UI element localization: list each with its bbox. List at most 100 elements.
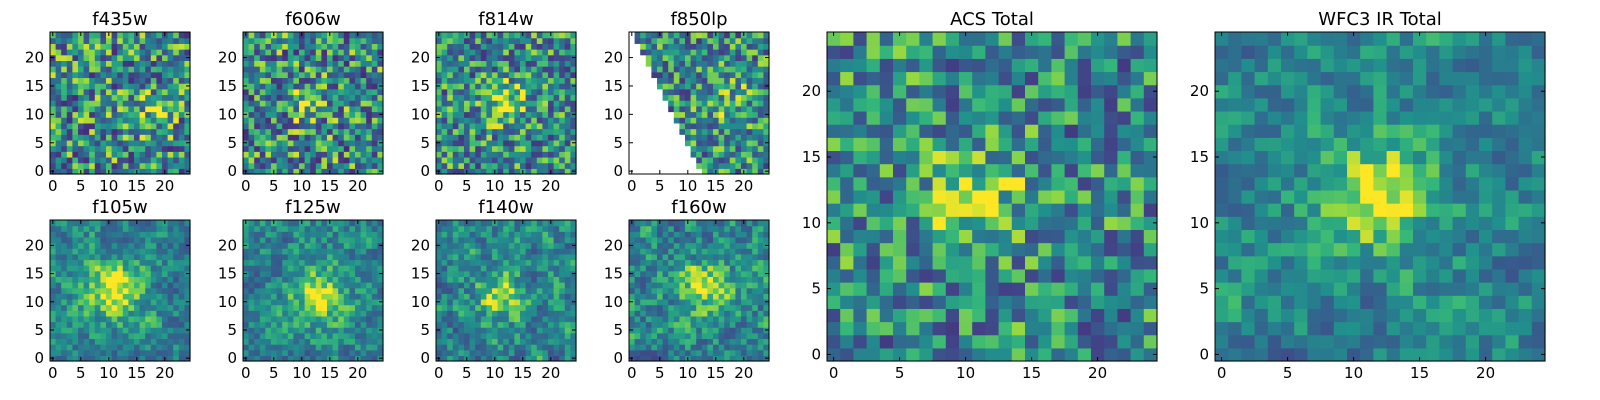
heatmap-cell bbox=[134, 162, 141, 169]
heatmap-cell bbox=[299, 105, 306, 113]
heatmap-cell bbox=[553, 111, 560, 118]
heatmap-cell bbox=[673, 60, 680, 67]
heatmap-cell bbox=[514, 225, 521, 232]
heatmap-cell bbox=[452, 88, 459, 96]
heatmap-cell bbox=[61, 54, 68, 61]
heatmap-cell bbox=[100, 242, 107, 249]
heatmap-cell bbox=[145, 139, 152, 147]
heatmap-cell bbox=[343, 168, 350, 175]
heatmap-cell bbox=[66, 156, 73, 164]
heatmap-cell bbox=[139, 236, 146, 244]
heatmap-cell bbox=[673, 117, 680, 124]
heatmap-cell bbox=[536, 253, 543, 261]
heatmap-cell bbox=[536, 270, 543, 277]
heatmap-cell bbox=[480, 168, 487, 175]
heatmap-cell bbox=[447, 77, 454, 84]
heatmap-cell bbox=[441, 156, 448, 164]
heatmap-cell bbox=[713, 111, 720, 118]
heatmap-cell bbox=[287, 100, 294, 107]
heatmap-cell bbox=[287, 71, 294, 79]
heatmap-cell bbox=[248, 60, 255, 67]
heatmap-cell bbox=[265, 54, 272, 61]
heatmap-cell bbox=[651, 338, 658, 345]
heatmap-cell bbox=[679, 270, 686, 277]
heatmap-cell bbox=[343, 310, 350, 317]
heatmap-cell bbox=[757, 43, 764, 50]
heatmap-cell bbox=[184, 236, 191, 244]
heatmap-cell bbox=[287, 236, 294, 244]
heatmap-cell bbox=[746, 32, 753, 39]
heatmap-cell bbox=[735, 145, 742, 152]
heatmap-cell bbox=[525, 139, 532, 147]
heatmap-cell bbox=[366, 151, 373, 158]
heatmap-cell bbox=[332, 315, 339, 323]
heatmap-cell bbox=[243, 236, 250, 244]
heatmap-cell bbox=[651, 32, 658, 39]
y-tick-label: 5 bbox=[613, 134, 623, 152]
heatmap-cell bbox=[299, 122, 306, 130]
heatmap-cell bbox=[156, 332, 163, 340]
heatmap-cell bbox=[452, 151, 459, 158]
heatmap-cell bbox=[436, 145, 443, 152]
heatmap-cell bbox=[441, 88, 448, 96]
heatmap-cell bbox=[276, 128, 283, 135]
heatmap-cell bbox=[259, 315, 266, 323]
heatmap-cell bbox=[497, 111, 504, 118]
heatmap-cell bbox=[570, 338, 577, 345]
heatmap-cell bbox=[117, 128, 124, 135]
heatmap-cell bbox=[458, 37, 465, 44]
heatmap-cell bbox=[310, 265, 317, 272]
heatmap-cell bbox=[497, 344, 504, 351]
heatmap-cell bbox=[707, 293, 714, 300]
heatmap-cell bbox=[441, 122, 448, 130]
heatmap-cell bbox=[629, 259, 636, 266]
heatmap-cell bbox=[520, 298, 527, 306]
heatmap-cell bbox=[377, 315, 384, 323]
heatmap-cell bbox=[564, 43, 571, 50]
heatmap-cell bbox=[287, 134, 294, 141]
heatmap-cell bbox=[122, 344, 129, 351]
heatmap-cell bbox=[293, 282, 300, 289]
heatmap-cell bbox=[134, 105, 141, 113]
heatmap-cell bbox=[458, 259, 465, 266]
heatmap-cell bbox=[265, 111, 272, 118]
heatmap-cell bbox=[508, 344, 515, 351]
heatmap-cell bbox=[184, 265, 191, 272]
heatmap-cell bbox=[492, 105, 499, 113]
heatmap-cell bbox=[332, 145, 339, 152]
heatmap-cell bbox=[469, 151, 476, 158]
heatmap-cell bbox=[718, 94, 725, 101]
heatmap-cell bbox=[355, 83, 362, 90]
heatmap-cell bbox=[89, 298, 96, 306]
heatmap-cell bbox=[713, 248, 720, 255]
heatmap-cell bbox=[441, 298, 448, 306]
y-tick-label: 0 bbox=[227, 349, 237, 367]
heatmap-cell bbox=[503, 139, 510, 147]
heatmap-cell bbox=[458, 122, 465, 130]
heatmap-cell bbox=[66, 253, 73, 261]
heatmap-cell bbox=[366, 282, 373, 289]
heatmap-cell bbox=[480, 111, 487, 118]
heatmap-cell bbox=[447, 332, 454, 340]
heatmap-cell bbox=[271, 100, 278, 107]
heatmap-cell bbox=[679, 88, 686, 96]
heatmap-cell bbox=[542, 66, 549, 73]
heatmap-cell bbox=[685, 310, 692, 317]
heatmap-cell bbox=[757, 94, 764, 101]
heatmap-cell bbox=[259, 220, 266, 227]
heatmap-cell bbox=[520, 162, 527, 169]
heatmap-cell bbox=[72, 156, 79, 164]
heatmap-cell bbox=[645, 276, 652, 283]
heatmap-cell bbox=[349, 310, 356, 317]
heatmap-cell bbox=[66, 32, 73, 39]
heatmap-cell bbox=[299, 60, 306, 67]
heatmap-cell bbox=[360, 248, 367, 255]
heatmap-cell bbox=[66, 265, 73, 272]
heatmap-cell bbox=[128, 242, 135, 249]
heatmap-cell bbox=[559, 270, 566, 277]
heatmap-cell bbox=[248, 122, 255, 130]
heatmap-cell bbox=[61, 355, 68, 362]
heatmap-cell bbox=[265, 77, 272, 84]
heatmap-cell bbox=[145, 111, 152, 118]
heatmap-cell bbox=[282, 293, 289, 300]
